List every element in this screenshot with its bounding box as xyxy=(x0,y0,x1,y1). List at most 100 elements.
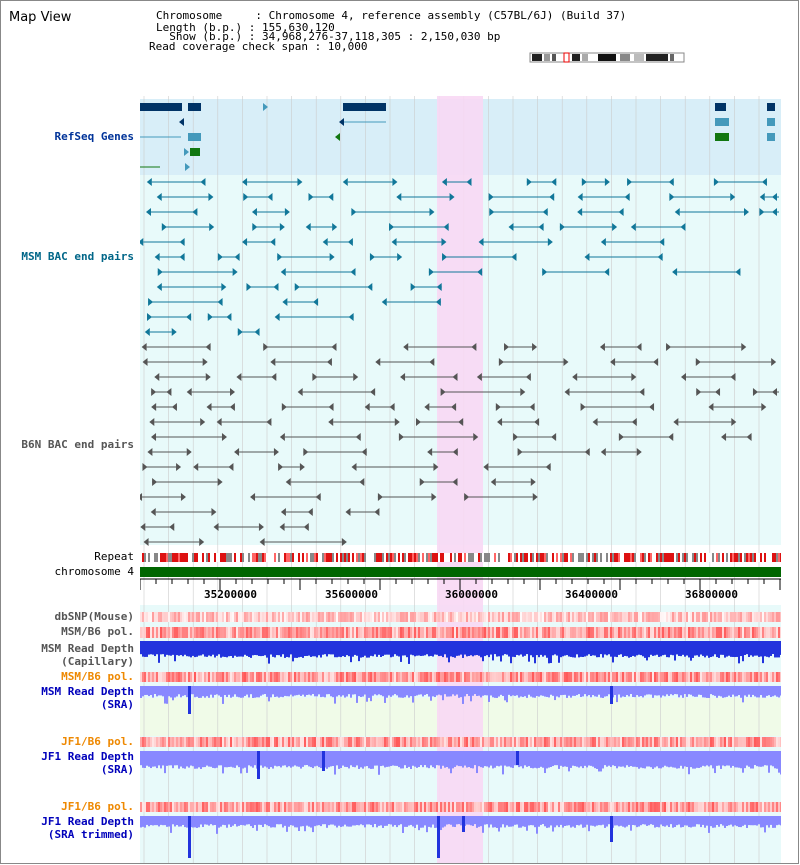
polymorphism-band xyxy=(254,672,256,682)
read-depth-bar xyxy=(528,686,530,695)
polymorphism-band xyxy=(752,612,754,622)
read-depth-bar xyxy=(726,641,728,657)
polymorphism-band xyxy=(426,802,428,812)
polymorphism-band xyxy=(496,802,498,812)
repeat-band xyxy=(376,553,378,562)
polymorphism-band xyxy=(636,802,638,812)
bac-end-arrow xyxy=(403,343,409,351)
polymorphism-band xyxy=(164,627,166,638)
repeat-band xyxy=(596,553,598,562)
polymorphism-band xyxy=(406,627,408,638)
repeat-band xyxy=(166,553,168,562)
bac-end-arrow xyxy=(180,493,186,501)
repeat-band xyxy=(242,553,244,562)
read-depth-bar xyxy=(656,686,658,696)
read-depth-bar xyxy=(240,641,242,657)
read-depth-bar xyxy=(194,641,196,658)
polymorphism-band xyxy=(702,802,704,812)
polymorphism-band xyxy=(552,627,554,638)
polymorphism-band xyxy=(390,612,392,622)
polymorphism-band xyxy=(176,802,178,812)
read-depth-bar xyxy=(286,686,288,697)
read-depth-bar xyxy=(700,686,702,695)
repeat-band xyxy=(548,553,550,562)
chromosome-ideogram[interactable] xyxy=(528,51,688,65)
polymorphism-band xyxy=(604,737,606,747)
read-depth-bar xyxy=(150,816,152,826)
bac-end-arrow xyxy=(584,448,590,456)
polymorphism-band xyxy=(616,612,618,622)
polymorphism-band xyxy=(760,802,762,812)
label-jf1-depth-sra-2: (SRA) xyxy=(100,763,134,776)
repeat-band xyxy=(574,553,576,562)
polymorphism-band xyxy=(280,802,282,812)
bac-end-arrow xyxy=(599,343,605,351)
polymorphism-band xyxy=(442,672,444,682)
track-canvas[interactable]: 35200000 35600000 36000000 36400000 36800000 xyxy=(140,96,781,864)
polymorphism-band xyxy=(542,802,544,812)
read-depth-bar xyxy=(714,816,716,828)
chromosome-bar xyxy=(140,567,781,577)
polymorphism-band xyxy=(386,627,388,638)
polymorphism-band xyxy=(142,737,144,747)
polymorphism-band xyxy=(522,627,524,638)
polymorphism-band xyxy=(436,737,438,747)
read-depth-bar xyxy=(682,816,684,828)
polymorphism-band xyxy=(580,627,582,638)
polymorphism-band xyxy=(592,612,594,622)
polymorphism-band xyxy=(462,802,464,812)
repeat-band xyxy=(350,553,352,562)
read-depth-bar xyxy=(692,816,694,827)
read-depth-bar xyxy=(596,816,598,826)
repeat-band xyxy=(396,553,398,562)
read-depth-bar xyxy=(394,751,396,766)
repeat-band xyxy=(356,553,358,562)
bac-end-arrow xyxy=(618,208,624,216)
read-depth-bar xyxy=(418,751,420,767)
polymorphism-band xyxy=(756,802,758,812)
read-depth-bar xyxy=(340,816,342,827)
read-depth-bar xyxy=(564,751,566,767)
polymorphism-band xyxy=(392,802,394,812)
read-depth-bar xyxy=(388,641,390,655)
polymorphism-band xyxy=(408,627,410,638)
repeat-band xyxy=(482,553,484,562)
repeat-band xyxy=(296,553,298,562)
polymorphism-band xyxy=(212,672,214,682)
read-depth-bar xyxy=(472,816,474,826)
read-depth-bar xyxy=(270,816,272,828)
polymorphism-band xyxy=(238,612,240,622)
read-depth-bar xyxy=(420,641,422,656)
read-depth-bar xyxy=(206,816,208,825)
read-depth-bar xyxy=(478,816,480,827)
polymorphism-band xyxy=(646,627,648,638)
polymorphism-band xyxy=(174,612,176,622)
polymorphism-band xyxy=(440,612,442,622)
polymorphism-band xyxy=(684,612,686,622)
read-depth-bar xyxy=(378,686,380,695)
read-depth-bar xyxy=(768,816,770,828)
read-depth-bar xyxy=(158,751,160,766)
repeat-band xyxy=(186,553,188,562)
read-depth-bar xyxy=(696,816,698,825)
polymorphism-band xyxy=(546,802,548,812)
read-depth-bar xyxy=(304,641,306,657)
polymorphism-band xyxy=(310,627,312,638)
read-depth-bar xyxy=(340,751,342,769)
bac-end-arrow xyxy=(202,358,208,366)
bac-end-arrow xyxy=(752,388,758,396)
polymorphism-band xyxy=(688,672,690,682)
bac-end-arrow xyxy=(140,523,146,531)
read-depth-bar xyxy=(648,816,650,826)
read-depth-bar xyxy=(410,751,412,769)
read-depth-bar xyxy=(736,641,738,657)
repeat-band xyxy=(562,553,564,562)
read-depth-bar xyxy=(410,686,412,697)
polymorphism-band xyxy=(710,612,712,622)
polymorphism-band xyxy=(208,802,210,812)
read-depth-bar xyxy=(340,686,342,697)
polymorphism-band xyxy=(306,737,308,747)
polymorphism-band xyxy=(612,612,614,622)
polymorphism-band xyxy=(182,802,184,812)
polymorphism-band xyxy=(772,737,774,747)
